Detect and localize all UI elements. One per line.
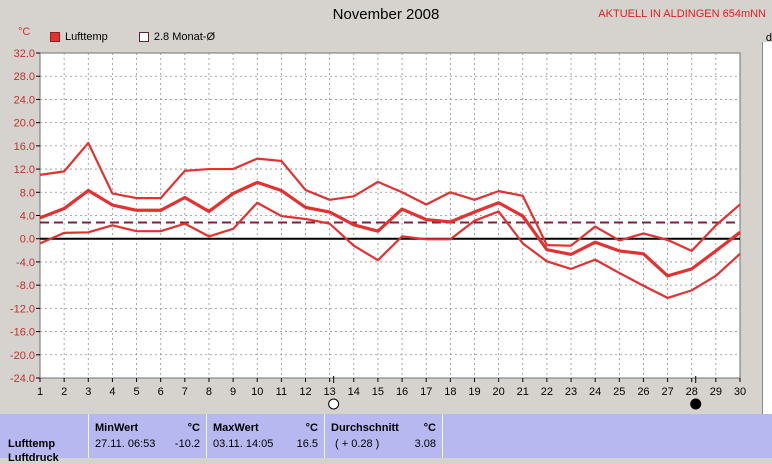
avg-value: 3.08 <box>414 438 436 450</box>
y-tick-label: -12.0 <box>10 303 35 315</box>
x-tick-label: 6 <box>158 386 164 398</box>
y-tick-label: -16.0 <box>10 327 35 339</box>
y-tick-label: 12.0 <box>14 164 35 176</box>
stats-row-label: Lufttemp <box>8 438 56 450</box>
series-line-min <box>39 201 741 300</box>
x-tick-label: 16 <box>396 386 408 398</box>
legend-swatch-white <box>138 32 149 42</box>
x-tick-label: 15 <box>372 386 384 398</box>
x-tick-label: 4 <box>109 386 115 398</box>
max-header: MaxWert <box>213 422 259 434</box>
x-tick-label: 27 <box>661 386 673 398</box>
x-tick-label: 7 <box>182 386 188 398</box>
legend-item-monat-avg[interactable]: 2.8 Monat-Ø <box>138 31 216 43</box>
x-tick-label: 10 <box>251 386 263 398</box>
y-tick-label: 16.0 <box>14 141 35 153</box>
unit-label: °C <box>18 26 31 38</box>
series-line-mean <box>39 180 741 278</box>
x-tick-label: 28 <box>686 386 698 398</box>
legend-swatch-red <box>50 32 60 42</box>
x-tick-label: 21 <box>517 386 529 398</box>
min-time: 27.11. 06:53 <box>95 438 156 450</box>
x-tick-label: 30 <box>734 386 746 398</box>
x-tick-label: 20 <box>492 386 504 398</box>
min-value: -10.2 <box>174 438 200 450</box>
min-cell: MinWert °C 27.11. 06:53 -10.2 <box>88 414 206 458</box>
x-tick-label: 12 <box>299 386 311 398</box>
full-moon-icon <box>328 398 340 410</box>
stats-row-label-cut: Luftdruck <box>8 452 59 464</box>
y-tick-label: 8.0 <box>20 187 35 199</box>
x-tick-label: 2 <box>61 386 67 398</box>
y-tick-label: 0.0 <box>20 234 35 246</box>
right-cut-label: d <box>765 32 772 44</box>
avg-cell: Durchschnitt °C ( + 0.28 ) 3.08 <box>324 414 442 458</box>
legend-label-monat-avg: 2.8 Monat-Ø <box>153 31 216 43</box>
x-tick-label: 14 <box>348 386 360 398</box>
x-tick-label: 18 <box>444 386 456 398</box>
y-tick-label: 24.0 <box>14 94 35 106</box>
y-tick-label: -20.0 <box>10 350 35 362</box>
avg-unit: °C <box>423 422 436 434</box>
chart-title: November 2008 <box>332 6 440 23</box>
stats-row-label-cell: Lufttemp Luftdruck <box>0 414 88 464</box>
y-tick-label: 4.0 <box>20 211 35 223</box>
x-tick-label: 26 <box>637 386 649 398</box>
stats-panel: Lufttemp Luftdruck MinWert °C 27.11. 06:… <box>0 414 772 464</box>
max-time: 03.11. 14:05 <box>213 438 274 450</box>
temperature-chart: 32.0 28.0 24.0 20.0 16.0 12.0 8.0 4.0 0.0 -4.0 -8.… <box>10 48 746 410</box>
x-tick-label: 3 <box>85 386 91 398</box>
x-tick-label: 17 <box>420 386 432 398</box>
avg-diff: ( + 0.28 ) <box>335 438 380 450</box>
x-tick-label: 24 <box>589 386 601 398</box>
y-tick-label: -4.0 <box>16 257 35 269</box>
y-tick-label: 28.0 <box>14 71 35 83</box>
legend: Lufttemp 2.8 Monat-Ø <box>50 31 243 45</box>
x-tick-label: 22 <box>541 386 553 398</box>
x-tick-label: 5 <box>133 386 139 398</box>
y-tick-label: 20.0 <box>14 118 35 130</box>
min-header: MinWert <box>95 422 139 434</box>
y-tick-label: -24.0 <box>10 373 35 385</box>
max-cell: MaxWert °C 03.11. 14:05 16.5 <box>206 414 324 458</box>
avg-header: Durchschnitt <box>331 422 399 434</box>
right-panel <box>762 42 772 414</box>
x-tick-label: 13 <box>324 386 336 398</box>
y-tick-label: 32.0 <box>14 48 35 60</box>
x-tick-label: 11 <box>276 386 287 398</box>
x-tick-label: 29 <box>710 386 722 398</box>
legend-label-lufttemp: Lufttemp <box>65 31 108 43</box>
legend-item-lufttemp[interactable]: Lufttemp <box>50 31 108 43</box>
max-value: 16.5 <box>296 438 318 450</box>
y-tick-label: -8.0 <box>16 280 35 292</box>
stats-empty-cell <box>442 414 772 458</box>
series-line-max <box>39 141 741 253</box>
x-tick-label: 25 <box>613 386 625 398</box>
new-moon-icon <box>690 398 702 410</box>
x-tick-label: 1 <box>37 386 43 398</box>
x-tick-label: 19 <box>468 386 480 398</box>
x-tick-label: 9 <box>230 386 236 398</box>
x-tick-label: 23 <box>565 386 577 398</box>
location-label: AKTUELL IN ALDINGEN 654mNN <box>598 8 766 20</box>
max-unit: °C <box>305 422 318 434</box>
min-unit: °C <box>187 422 200 434</box>
x-tick-label: 8 <box>206 386 212 398</box>
